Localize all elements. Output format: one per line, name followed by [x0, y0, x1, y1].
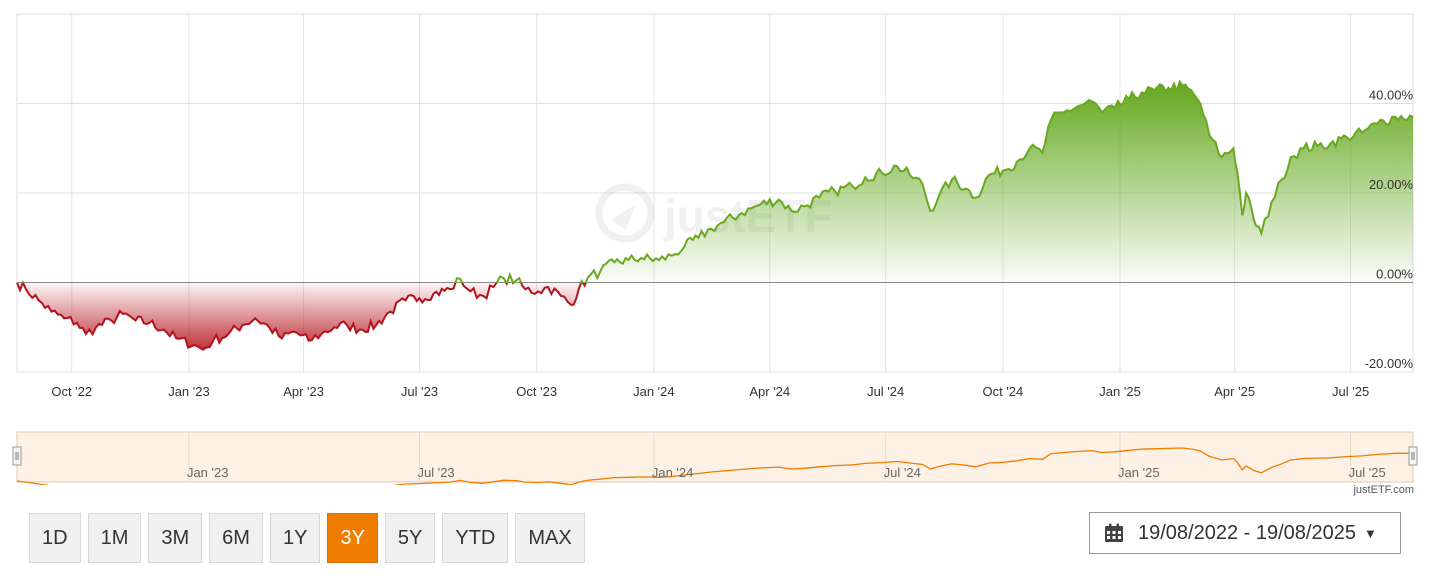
navigator-tick-label: Jan '25 [1118, 465, 1160, 480]
range-button-1m[interactable]: 1M [87, 513, 142, 563]
y-tick-label: -20.00% [1365, 356, 1414, 371]
range-button-1y[interactable]: 1Y [269, 513, 321, 563]
caret-down-icon: ▼ [1363, 525, 1377, 541]
date-range-label: 19/08/2022 - 19/08/2025 [1138, 521, 1356, 544]
x-tick-label: Jul '23 [401, 384, 438, 399]
y-tick-label: 0.00% [1376, 267, 1413, 282]
navigator-labels: Jan '23 Jul '23 Jan '24 Jul '24 Jan '25 Jul '… [187, 465, 1386, 480]
series-line [16, 79, 1414, 351]
range-button-3y[interactable]: 3Y [327, 513, 378, 563]
y-tick-label: 40.00% [1369, 88, 1414, 103]
x-tick-label: Oct '22 [51, 384, 92, 399]
range-button-1d[interactable]: 1D [29, 513, 81, 563]
range-button-ytd[interactable]: YTD [442, 513, 509, 563]
x-tick-label: Jan '24 [633, 384, 675, 399]
series-line-positive [16, 79, 1414, 283]
x-tick-label: Apr '25 [1214, 384, 1255, 399]
navigator-series [16, 447, 1413, 485]
negative-area [17, 283, 586, 350]
navigator[interactable]: Jan '23 Jul '23 Jan '24 Jul '24 Jan '25 Jul '… [0, 425, 1440, 485]
range-selector: 1D 1M 3M 6M 1Y 3Y 5Y YTD MAX [29, 513, 585, 563]
positive-area [17, 81, 1413, 283]
navigator-line [16, 447, 1413, 485]
x-tick-label: Apr '23 [283, 384, 324, 399]
range-button-3m[interactable]: 3M [148, 513, 203, 563]
y-tick-label: 20.00% [1369, 177, 1414, 192]
navigator-tick-label: Jan '23 [187, 465, 229, 480]
navigator-tick-label: Jan '24 [652, 465, 694, 480]
range-button-max[interactable]: MAX [515, 513, 585, 563]
calendar-icon [1105, 523, 1123, 542]
range-button-5y[interactable]: 5Y [384, 513, 436, 563]
navigator-handle-right[interactable] [1408, 446, 1418, 466]
date-range-picker[interactable]: 19/08/2022 - 19/08/2025 ▼ [1089, 512, 1401, 554]
x-tick-label: Jul '24 [867, 384, 904, 399]
navigator-handle-left[interactable] [12, 446, 22, 466]
navigator-tick-label: Jul '23 [417, 465, 454, 480]
x-tick-label: Oct '24 [982, 384, 1023, 399]
navigator-tick-label: Jul '24 [884, 465, 921, 480]
x-tick-label: Jan '23 [168, 384, 210, 399]
chart-credit[interactable]: justETF.com [1353, 484, 1414, 496]
x-tick-label: Jul '25 [1332, 384, 1369, 399]
series-line-negative [16, 283, 587, 351]
x-tick-label: Jan '25 [1099, 384, 1141, 399]
x-tick-label: Oct '23 [516, 384, 557, 399]
x-axis-labels: Oct '22 Jan '23 Apr '23 Jul '23 Oct '23 Jan '… [51, 384, 1369, 399]
navigator-tick-label: Jul '25 [1349, 465, 1386, 480]
area-fill [17, 81, 1413, 350]
y-axis-labels: 40.00% 20.00% 0.00% -20.00% [1365, 88, 1414, 372]
range-button-6m[interactable]: 6M [209, 513, 263, 563]
x-tick-label: Apr '24 [749, 384, 790, 399]
